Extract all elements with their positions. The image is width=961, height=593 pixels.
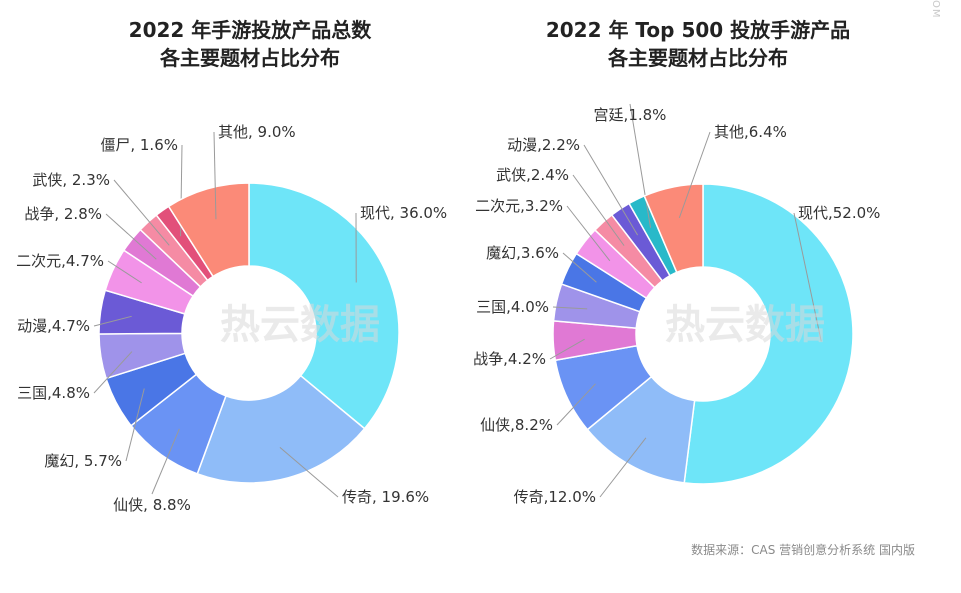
right-leader-line-5 — [562, 252, 597, 283]
right-slice-label-8: 动漫,2.2% — [507, 136, 580, 154]
left-slice-label-10: 其他, 9.0% — [218, 123, 296, 141]
right-slice-label-4: 三国,4.0% — [476, 298, 549, 316]
left-title-line1: 2022 年手游投放产品总数 — [128, 18, 372, 42]
left-slice-0 — [248, 182, 400, 430]
right-slice-10 — [643, 183, 704, 274]
right-slice-label-9: 宫廷,1.8% — [594, 106, 667, 124]
left-leader-line-1 — [279, 447, 339, 498]
right-leader-line-2 — [556, 383, 596, 426]
right-leader-line-10 — [678, 131, 711, 219]
left-slice-label-9: 僵尸, 1.6% — [100, 136, 178, 154]
right-slice-label-3: 战争,4.2% — [473, 350, 546, 368]
left-leader-line-8 — [113, 179, 170, 246]
left-slice-label-0: 现代, 36.0% — [360, 204, 447, 222]
right-leader-line-9 — [629, 103, 652, 228]
left-title-line2: 各主要题材占比分布 — [160, 46, 340, 70]
data-source-note: 数据来源：CAS 营销创意分析系统 国内版 — [691, 543, 915, 557]
left-leader-line-6 — [107, 260, 142, 284]
left-slice-1 — [196, 374, 366, 484]
right-slice-label-10: 其他,6.4% — [714, 123, 787, 141]
left-leader-line-10 — [213, 131, 217, 220]
left-slice-label-5: 动漫,4.7% — [17, 317, 90, 335]
right-slice-label-2: 仙侠,8.2% — [480, 416, 553, 434]
left-leader-line-4 — [93, 351, 133, 394]
left-leader-line-3 — [125, 388, 145, 462]
left-slice-10 — [167, 182, 250, 278]
right-slice-label-6: 二次元,3.2% — [475, 197, 563, 215]
right-slice-label-0: 现代,52.0% — [798, 204, 880, 222]
right-leader-line-3 — [549, 338, 585, 360]
left-chart-title: 2022 年手游投放产品总数 各主要题材占比分布 — [40, 16, 460, 72]
left-slice-label-3: 魔幻, 5.7% — [44, 452, 122, 470]
left-leader-line-7 — [105, 213, 157, 260]
left-slice-label-7: 战争, 2.8% — [24, 205, 102, 223]
right-title-line1: 2022 年 Top 500 投放手游产品 — [545, 18, 851, 42]
left-leader-line-2 — [151, 428, 180, 495]
right-leader-line-4 — [552, 306, 588, 310]
left-slice-label-4: 三国,4.8% — [17, 384, 90, 402]
right-donut-chart: 现代,52.0% 传奇,12.0% 仙侠,8.2% 战争,4.2% 三国,4.0% 魔幻,… — [473, 103, 880, 506]
right-leader-line-8 — [583, 144, 639, 236]
right-slice-0 — [683, 183, 854, 485]
left-slice-label-1: 传奇, 19.6% — [342, 488, 429, 506]
right-slice-label-1: 传奇,12.0% — [514, 488, 596, 506]
left-slice-label-8: 武侠, 2.3% — [32, 171, 110, 189]
right-leader-line-0 — [793, 212, 822, 342]
left-slice-label-2: 仙侠, 8.8% — [113, 496, 191, 514]
right-chart-title: 2022 年 Top 500 投放手游产品 各主要题材占比分布 — [488, 16, 908, 72]
right-title-line2: 各主要题材占比分布 — [608, 46, 788, 70]
left-leader-line-5 — [93, 315, 132, 327]
right-slice-label-7: 武侠,2.4% — [496, 166, 569, 184]
left-slice-label-6: 二次元,4.7% — [16, 252, 104, 270]
left-donut-chart: 现代, 36.0% 传奇, 19.6% 仙侠, 8.8% 魔幻, 5.7% 三国,4.8… — [16, 123, 447, 514]
right-leader-line-7 — [572, 174, 625, 246]
watermark-left: 热云数据 — [220, 302, 380, 348]
corner-mark: OM — [930, 0, 941, 19]
right-leader-line-1 — [599, 437, 647, 498]
watermark-right: 热云数据 — [665, 302, 825, 348]
right-slice-label-5: 魔幻,3.6% — [486, 244, 559, 262]
right-leader-line-6 — [566, 205, 611, 262]
